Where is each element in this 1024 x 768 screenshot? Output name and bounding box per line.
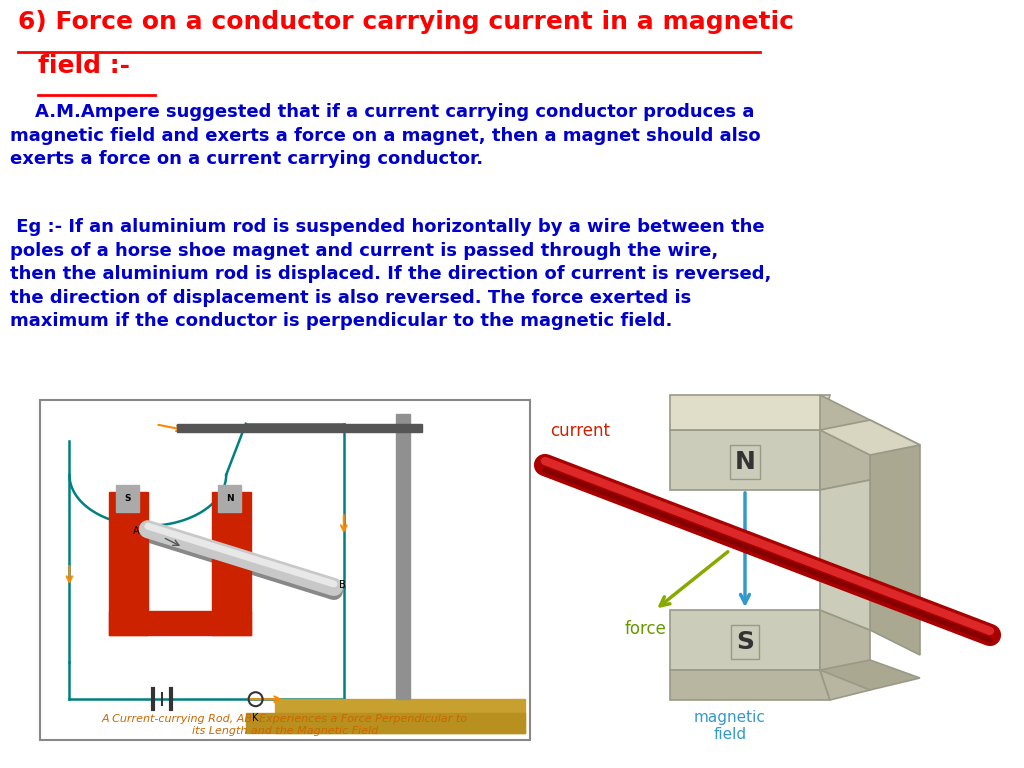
Text: S: S: [125, 494, 131, 503]
Bar: [246, 713, 525, 733]
Text: A Current-currying Rod, AB, Experiences a Force Perpendicular to
its Length and : A Current-currying Rod, AB, Experiences …: [102, 714, 468, 736]
Polygon shape: [820, 660, 920, 690]
Text: S: S: [736, 630, 754, 654]
Text: B: B: [339, 580, 346, 590]
Polygon shape: [820, 420, 920, 455]
Text: K: K: [252, 713, 259, 723]
Bar: [109, 492, 147, 634]
Text: A.M.Ampere suggested that if a current carrying conductor produces a
magnetic fi: A.M.Ampere suggested that if a current c…: [10, 103, 761, 168]
Bar: [212, 492, 251, 634]
Polygon shape: [820, 610, 870, 700]
Polygon shape: [670, 430, 820, 490]
Polygon shape: [670, 670, 830, 700]
Bar: [177, 424, 422, 432]
Bar: [40, 400, 530, 740]
Bar: [116, 485, 139, 512]
Bar: [109, 611, 251, 634]
Polygon shape: [870, 420, 920, 655]
Text: A: A: [133, 526, 140, 536]
Text: current: current: [550, 422, 610, 440]
Text: N: N: [734, 450, 756, 474]
Bar: [275, 699, 525, 733]
Text: 6) Force on a conductor carrying current in a magnetic: 6) Force on a conductor carrying current…: [18, 10, 794, 34]
Polygon shape: [820, 480, 870, 630]
Text: Eg :- If an aluminium rod is suspended horizontally by a wire between the
poles : Eg :- If an aluminium rod is suspended h…: [10, 218, 771, 330]
Polygon shape: [670, 395, 830, 430]
Text: magnetic
field: magnetic field: [694, 710, 766, 743]
Bar: [395, 414, 410, 699]
Text: field :-: field :-: [38, 54, 130, 78]
Text: force: force: [625, 620, 667, 638]
Polygon shape: [820, 395, 870, 490]
Bar: [218, 485, 242, 512]
Text: N: N: [226, 494, 233, 503]
Polygon shape: [670, 610, 820, 670]
